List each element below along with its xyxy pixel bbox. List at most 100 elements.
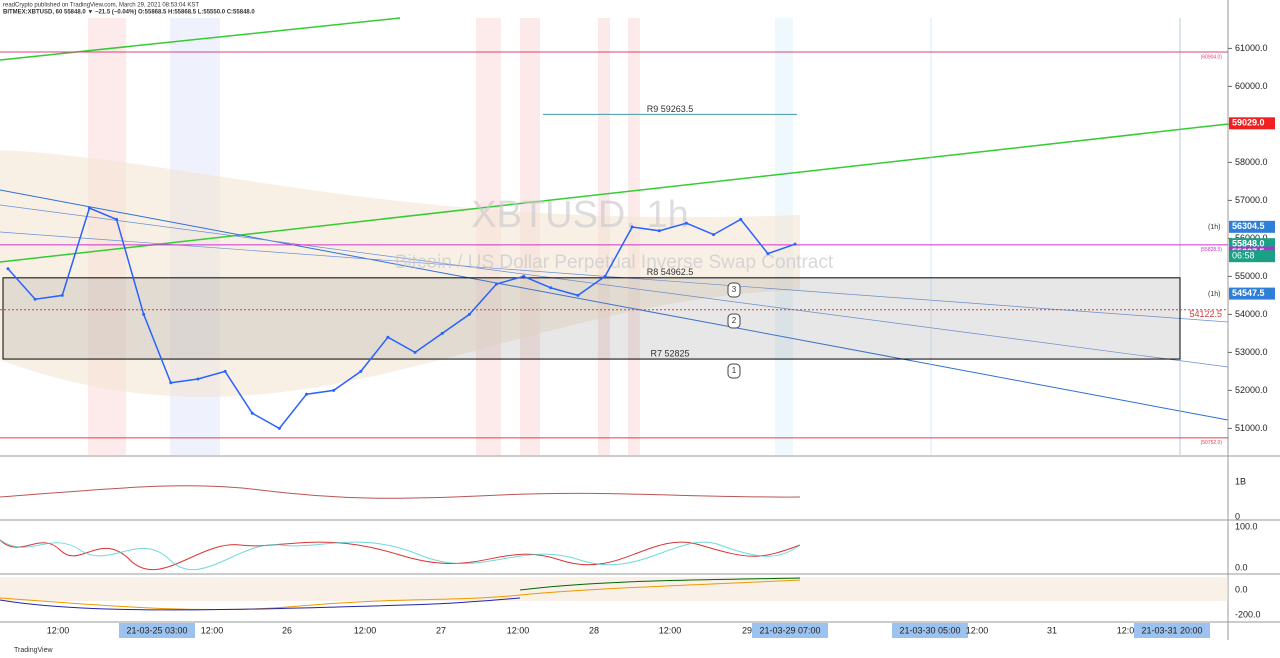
price-point <box>630 225 634 229</box>
time-label: 12:00 <box>354 625 377 635</box>
timeframe-label: (1h) <box>1208 224 1220 231</box>
footer: TradingView <box>14 647 53 654</box>
time-label: 26 <box>282 625 292 635</box>
indicator-label: -200.0 <box>1235 609 1261 619</box>
price-point <box>522 274 526 278</box>
y-tick-label: 57000.0 <box>1235 195 1268 205</box>
time-label: 12:00 <box>1117 625 1140 635</box>
timeframe-label: (1h) <box>1208 291 1220 298</box>
y-tick-label: 51000.0 <box>1235 423 1268 433</box>
time-label: 12:00 <box>966 625 989 635</box>
price-point <box>440 331 444 335</box>
price-point <box>169 381 173 385</box>
callout <box>727 282 741 298</box>
price-point <box>250 411 254 415</box>
indicator-label: 0.0 <box>1235 562 1248 572</box>
y-tick-label: 54000.0 <box>1235 309 1268 319</box>
indicator-label: 1B <box>1235 476 1246 486</box>
time-label: 21-03-30 05:00 <box>899 625 960 635</box>
price-point <box>359 369 363 373</box>
time-label: 12:00 <box>507 625 530 635</box>
trend-line <box>0 17 401 61</box>
price-point <box>142 312 146 316</box>
price-point <box>766 252 770 256</box>
indicator-label: 100.0 <box>1235 521 1258 531</box>
panels <box>0 0 1280 640</box>
time-badge <box>119 623 195 638</box>
price-point <box>657 229 661 233</box>
time-label: 12:00 <box>659 625 682 635</box>
price-point <box>196 377 200 381</box>
time-label: 21-03-31 20:00 <box>1141 625 1202 635</box>
price-point <box>793 242 797 246</box>
watermark: Bitcoin / US Dollar Perpetual Inverse Sw… <box>395 252 834 273</box>
price-badge-label: 55848.0 <box>1232 239 1265 249</box>
price-point <box>603 274 607 278</box>
time-label: 27 <box>436 625 446 635</box>
price-point <box>6 267 10 271</box>
y-tick-label: 53000.0 <box>1235 347 1268 357</box>
price-point <box>223 369 227 373</box>
time-label: 12:00 <box>47 625 70 635</box>
price-point <box>87 206 91 210</box>
countdown-badge <box>1229 250 1275 263</box>
indicator-label: 0 <box>1235 511 1240 521</box>
price-point <box>332 388 336 392</box>
indicator-label: 0.0 <box>1235 584 1248 594</box>
callout <box>727 313 741 329</box>
price-point <box>33 297 37 301</box>
time-badge <box>752 623 828 638</box>
time-badge <box>892 623 968 638</box>
time-label: 21-03-25 03:00 <box>126 625 187 635</box>
symbol-info: BITMEX:XBTUSD, 60 55848.0 ▼ −21.5 (−0.04… <box>3 10 255 16</box>
time-axis: 12:00 21-03-25 03:00 12:00 26 12:00 27 12:00 28… <box>47 623 1210 638</box>
level-label: 54122.5 <box>1189 309 1222 319</box>
trend-line <box>0 204 1229 368</box>
pivot-label: R7 52825 <box>650 348 689 358</box>
pivot-box <box>2 277 1181 360</box>
price-point <box>494 282 498 286</box>
callout <box>727 363 741 379</box>
price-point <box>413 350 417 354</box>
price-badge <box>1229 220 1275 233</box>
trend-line <box>0 231 1229 323</box>
countdown: 06:58 <box>1232 251 1255 261</box>
y-tick-label: 61000.0 <box>1235 43 1268 53</box>
time-label: 28 <box>589 625 599 635</box>
price-point <box>115 217 119 221</box>
y-tick-label: 58000.0 <box>1235 157 1268 167</box>
callout-label: 2 <box>732 316 737 325</box>
price-point <box>386 335 390 339</box>
y-tick-label: 55000.0 <box>1235 271 1268 281</box>
price-badge-label: 54547.5 <box>1232 288 1265 298</box>
price-line <box>7 206 796 430</box>
pivot-label: R9 59263.5 <box>647 104 694 114</box>
y-tick-label: 56000.0 <box>1235 233 1268 243</box>
price-point <box>576 293 580 297</box>
watermark: XBTUSD, 1h <box>471 194 689 236</box>
publisher: readCrypto published on TradingView.com,… <box>3 3 199 9</box>
price-badge <box>1229 287 1275 300</box>
time-badge <box>1134 623 1210 638</box>
price-badge <box>1229 117 1275 130</box>
level-label: (60904.0) <box>1201 54 1223 60</box>
level-label: (55828.5) <box>1201 247 1223 253</box>
price-point <box>712 233 716 237</box>
callout-label: 3 <box>732 285 737 294</box>
trend-line <box>0 123 1229 263</box>
y-tick-label: 52000.0 <box>1235 385 1268 395</box>
price-point <box>549 286 553 290</box>
trend-line <box>0 189 1229 421</box>
price-point <box>684 221 688 225</box>
price-point <box>467 312 471 316</box>
level-label: (50752.0) <box>1201 440 1223 446</box>
time-label: 12:00 <box>201 625 224 635</box>
price-badge-label: 59029.0 <box>1232 118 1265 128</box>
band-cloud <box>0 150 800 397</box>
price-point <box>739 217 743 221</box>
price-point <box>277 426 281 430</box>
price-point <box>60 293 64 297</box>
y-tick-label: 60000.0 <box>1235 81 1268 91</box>
callout-label: 1 <box>732 366 737 375</box>
